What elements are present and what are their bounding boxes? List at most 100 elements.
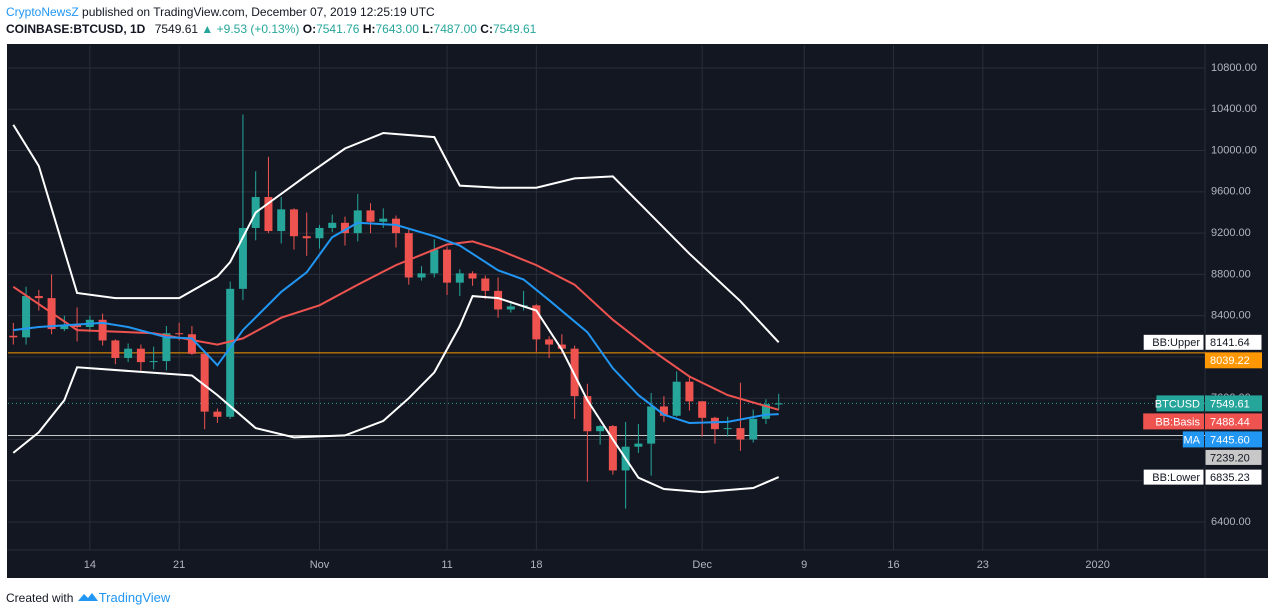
candle-body xyxy=(417,273,426,278)
candle-body xyxy=(443,249,452,283)
candle-body xyxy=(659,406,668,416)
price-label-box xyxy=(1205,395,1262,412)
published: published on TradingView.com, December 0… xyxy=(82,5,435,19)
candle-body xyxy=(557,344,566,349)
candle-body xyxy=(149,361,158,363)
candle-body xyxy=(9,335,18,338)
arrow: ▲ xyxy=(201,22,214,36)
brand[interactable]: TradingView xyxy=(98,590,171,605)
candle-body xyxy=(200,353,209,412)
ohlc-l-label: L: xyxy=(422,22,434,36)
created-with: Created with xyxy=(6,591,74,605)
candle-body xyxy=(73,324,82,328)
price-label-value: 6835.23 xyxy=(1210,472,1250,484)
candle-body xyxy=(302,236,311,239)
candle-body xyxy=(710,417,719,430)
x-tick-label: 14 xyxy=(84,559,96,571)
candle-body xyxy=(226,288,235,417)
candle-body xyxy=(774,403,783,405)
indicator-line xyxy=(13,221,779,425)
ohlc-o-label: O: xyxy=(302,22,317,36)
price-label-name: BB:Lower xyxy=(1152,472,1200,484)
price-label-box xyxy=(1205,352,1262,369)
price-label-value: 8039.22 xyxy=(1210,355,1250,367)
chart-background xyxy=(7,44,1268,578)
candle-body xyxy=(22,296,31,338)
price: 7549.61 xyxy=(154,22,199,36)
price-label-box xyxy=(1205,413,1262,430)
candle-body xyxy=(761,404,770,419)
ohlc-c: 7549.61 xyxy=(492,22,537,36)
candle-body xyxy=(60,324,69,330)
y-tick-label: 10000.00 xyxy=(1211,144,1257,156)
ohlc-c-label: C: xyxy=(480,22,493,36)
candle-body xyxy=(736,428,745,440)
price-label-value: 7239.20 xyxy=(1210,452,1250,464)
candle-body xyxy=(315,227,324,239)
candle-body xyxy=(187,334,196,354)
candle-body xyxy=(481,278,490,291)
candle-body xyxy=(264,196,273,232)
publish-line: CryptoNewsZ published on TradingView.com… xyxy=(6,5,435,19)
candle-body xyxy=(494,290,503,310)
x-tick-label: 2020 xyxy=(1085,559,1109,571)
y-tick-label: 8400.00 xyxy=(1211,310,1251,322)
candle-body xyxy=(379,218,388,222)
candle-body xyxy=(545,339,554,345)
x-tick-label: 23 xyxy=(977,559,989,571)
candle-body xyxy=(468,273,477,279)
price-label-name: BB:Basis xyxy=(1155,416,1200,428)
footer: Created with TradingView xyxy=(6,590,170,605)
price-label-name: MA xyxy=(1184,434,1201,446)
candle-body xyxy=(532,305,541,340)
price-label-box xyxy=(1204,448,1263,466)
indicator-line xyxy=(12,240,779,411)
price-label-value: 7549.61 xyxy=(1210,398,1250,410)
ohlc-o: 7541.76 xyxy=(316,22,360,36)
candle-body xyxy=(608,426,617,471)
price-label-name-box xyxy=(1142,468,1205,486)
x-tick-label: Dec xyxy=(692,559,712,571)
price-label-name-box xyxy=(1156,395,1204,412)
candle-body xyxy=(353,210,362,234)
y-tick-label: 6400.00 xyxy=(1211,516,1251,528)
candle-body xyxy=(340,222,349,234)
price-label-name-box xyxy=(1182,431,1204,448)
candle-body xyxy=(98,319,107,341)
price-label-box xyxy=(1205,431,1262,448)
candle-body xyxy=(583,396,592,432)
symbol-line: COINBASE:BTCUSD, 1D 7549.61 ▲ +9.53 (+0.… xyxy=(6,22,536,36)
indicator-line xyxy=(12,295,780,494)
candle-body xyxy=(213,411,222,417)
candle-body xyxy=(672,381,681,416)
price-label-value: 7445.60 xyxy=(1210,434,1250,446)
y-tick-label: 8800.00 xyxy=(1211,268,1251,280)
candle-body xyxy=(506,306,515,310)
price-label-value: 7488.44 xyxy=(1210,416,1250,428)
candle-body xyxy=(124,348,133,358)
candle-body xyxy=(238,227,247,289)
price-label-name-box xyxy=(1142,333,1205,351)
candle-body xyxy=(328,222,337,228)
indicator-line xyxy=(12,124,780,343)
x-tick-label: 9 xyxy=(801,559,807,571)
candle-body xyxy=(596,426,605,432)
candle-body xyxy=(570,348,579,397)
candle-body xyxy=(111,340,120,358)
candle-body xyxy=(277,209,286,232)
candle-body xyxy=(430,249,439,274)
x-tick-label: 11 xyxy=(441,559,452,571)
x-tick-label: Nov xyxy=(310,559,330,571)
author[interactable]: CryptoNewsZ xyxy=(6,5,79,19)
brand-logo xyxy=(77,593,98,601)
candle-body xyxy=(404,233,413,278)
change: +9.53 (+0.13%) xyxy=(216,22,300,36)
candle-body xyxy=(749,418,758,440)
candle-body xyxy=(366,210,375,222)
candle-body xyxy=(162,333,171,362)
symbol: COINBASE:BTCUSD, 1D xyxy=(6,22,146,36)
candle-body xyxy=(634,443,643,447)
candle-body xyxy=(136,348,145,363)
ohlc-l: 7487.00 xyxy=(433,22,477,36)
